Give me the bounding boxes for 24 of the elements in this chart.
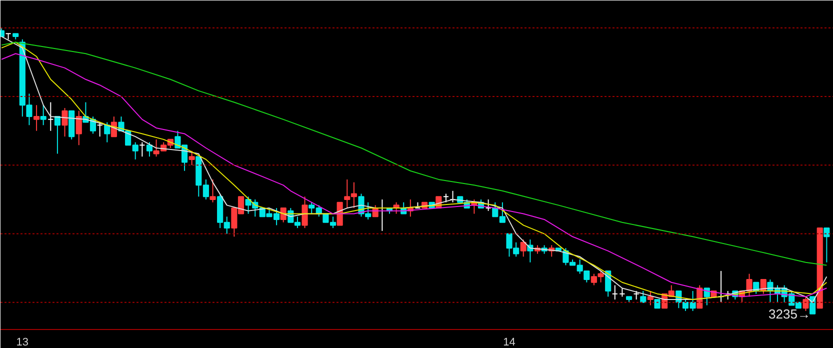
- candlestick: [450, 190, 456, 203]
- candlestick: [612, 284, 618, 300]
- candlestick: [640, 290, 646, 303]
- candlestick: [62, 107, 68, 138]
- candlestick: [824, 228, 830, 263]
- candlestick: [5, 33, 12, 40]
- annotation: 3235→: [768, 306, 810, 322]
- candlestick: [302, 196, 308, 229]
- candlestick: [647, 290, 654, 306]
- candlestick: [104, 122, 110, 143]
- candlestick: [48, 102, 54, 132]
- candlestick: [76, 110, 82, 146]
- candlestick: [188, 150, 195, 166]
- candlestick: [96, 122, 103, 138]
- candlestick: [33, 104, 40, 132]
- x-tick-label: 13: [16, 336, 29, 348]
- candlestick: [210, 178, 216, 203]
- candlestick: [146, 142, 153, 158]
- candlestick: [139, 142, 146, 158]
- candlestick: [485, 198, 492, 212]
- candlestick: [40, 104, 46, 126]
- candlestick: [718, 270, 724, 303]
- candlestick: [520, 238, 526, 258]
- x-tick-label: 14: [503, 336, 516, 348]
